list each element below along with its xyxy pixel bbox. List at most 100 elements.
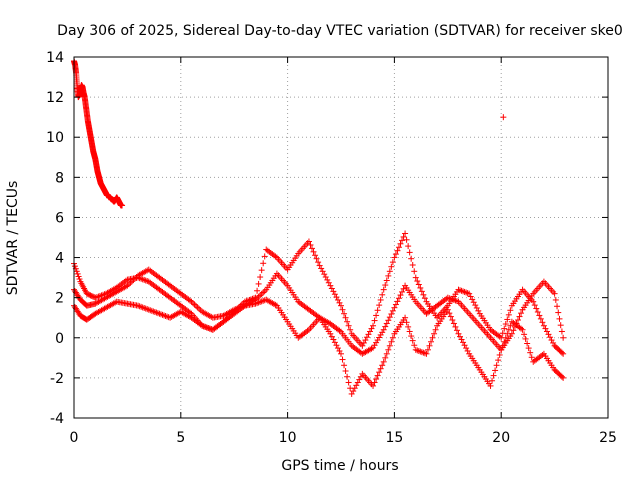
data-point [383, 350, 390, 357]
data-point [547, 334, 554, 341]
data-point [191, 301, 198, 308]
data-point [388, 310, 395, 317]
data-point [334, 345, 341, 352]
data-point [426, 342, 433, 349]
data-point [423, 350, 430, 357]
data-point [351, 385, 358, 392]
x-tick-label: 10 [279, 430, 297, 446]
data-point [530, 298, 537, 305]
data-point [450, 320, 457, 327]
data-point [473, 304, 480, 311]
data-point [333, 294, 340, 301]
data-point [341, 362, 348, 369]
data-point [383, 320, 390, 327]
data-point [348, 390, 355, 397]
data-point [371, 379, 378, 386]
data-point [321, 271, 328, 278]
y-axis-label: SDTVAR / TECUs [5, 181, 21, 296]
x-tick-label: 5 [176, 430, 185, 446]
data-point [380, 326, 387, 333]
data-point [341, 310, 348, 317]
data-point [428, 338, 435, 345]
y-tick-label: -4 [50, 411, 64, 427]
data-point [560, 374, 567, 381]
data-point [368, 325, 375, 332]
data-point [193, 302, 200, 309]
data-point [464, 347, 471, 354]
data-point [261, 288, 268, 295]
data-point [539, 319, 546, 326]
data-point [447, 313, 454, 320]
data-point [399, 288, 406, 295]
tick-labels: 0 5 10 15 20 25 -4 -2 0 2 4 6 8 10 12 14 [46, 50, 617, 446]
data-point [414, 278, 421, 285]
data-point [461, 342, 468, 349]
data-point [309, 245, 316, 252]
data-point [399, 237, 406, 244]
data-point [429, 334, 436, 341]
data-point [344, 373, 351, 380]
data-point [257, 274, 264, 281]
data-point [412, 274, 419, 281]
data-point [385, 317, 392, 324]
data-point [507, 322, 514, 329]
data-point [252, 294, 259, 301]
data-point [366, 328, 373, 335]
data-point [350, 388, 357, 395]
data-point [498, 346, 505, 353]
data-point [555, 309, 562, 316]
data-point [324, 276, 331, 283]
data-point [373, 376, 380, 383]
data-point [382, 323, 389, 330]
data-point [196, 305, 203, 312]
data-point [388, 338, 395, 345]
data-point [415, 281, 422, 288]
data-point [373, 312, 380, 319]
data-point [312, 252, 319, 259]
data-point [386, 314, 393, 321]
data-point [496, 351, 503, 358]
data-point [357, 373, 364, 380]
data-point [505, 326, 512, 333]
y-tick-label: 0 [55, 331, 64, 347]
data-point [518, 310, 525, 317]
data-marks [71, 58, 567, 397]
data-point [558, 373, 565, 380]
data-point [501, 338, 508, 345]
data-point [552, 296, 559, 303]
data-point [194, 304, 201, 311]
data-point [310, 248, 317, 255]
data-point [76, 276, 83, 283]
data-point [331, 291, 338, 298]
data-point [558, 328, 565, 335]
data-point [397, 240, 404, 247]
data-point [411, 268, 418, 275]
data-point [377, 296, 384, 303]
data-point [534, 308, 541, 315]
data-point [493, 362, 500, 369]
data-point [542, 325, 549, 332]
data-point [374, 372, 381, 379]
data-point [495, 357, 502, 364]
data-point [475, 307, 482, 314]
data-point [389, 334, 396, 341]
data-point [370, 382, 377, 389]
data-point [376, 369, 383, 376]
data-point [560, 334, 567, 341]
data-point [557, 322, 564, 329]
data-point [325, 279, 332, 286]
data-point [395, 295, 402, 302]
data-point [516, 313, 523, 320]
data-point [536, 312, 543, 319]
data-point [400, 285, 407, 292]
data-point [363, 334, 370, 341]
chart-title: Day 306 of 2025, Sidereal Day-to-day VTE… [57, 23, 623, 39]
data-point [319, 268, 326, 275]
data-point [261, 253, 268, 260]
x-tick-label: 20 [492, 430, 510, 446]
data-point [499, 330, 506, 337]
data-point [376, 302, 383, 309]
data-point [360, 339, 367, 346]
data-point [467, 293, 474, 300]
data-point [502, 321, 509, 328]
